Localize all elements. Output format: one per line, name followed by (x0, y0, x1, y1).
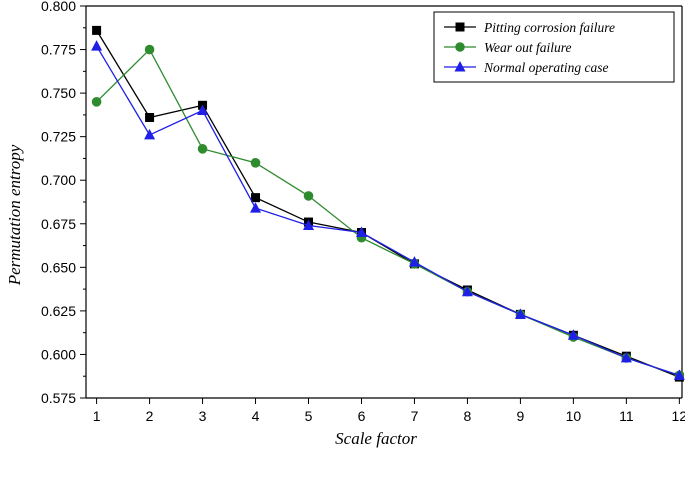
y-tick-label: 0.800 (41, 0, 76, 14)
x-axis-label: Scale factor (335, 429, 417, 448)
x-tick-label: 9 (517, 408, 525, 424)
legend-marker (455, 22, 465, 32)
data-point (514, 308, 526, 319)
data-point (408, 256, 420, 267)
legend-label: Wear out failure (484, 40, 572, 55)
x-tick-label: 5 (305, 408, 313, 424)
legend-marker (455, 42, 465, 52)
data-point (91, 97, 102, 107)
data-point (250, 202, 262, 213)
y-axis-label: Permutation entropy (5, 144, 24, 286)
data-point (303, 219, 315, 231)
series-3 (91, 40, 685, 380)
x-tick-label: 10 (566, 408, 582, 424)
data-point (673, 369, 685, 380)
y-tick-label: 0.725 (41, 129, 76, 145)
legend-marker (454, 61, 466, 72)
y-tick-label: 0.625 (41, 303, 76, 319)
data-point (197, 144, 208, 154)
series-2 (91, 44, 685, 381)
data-point (144, 44, 155, 55)
x-tick-label: 2 (146, 408, 154, 424)
data-point (303, 191, 314, 201)
y-tick-label: 0.675 (41, 216, 76, 232)
data-point (567, 329, 579, 340)
series-line (96, 45, 680, 376)
x-tick-label: 12 (672, 408, 685, 424)
x-tick-label: 6 (358, 408, 366, 424)
y-tick-label: 0.775 (41, 42, 76, 58)
x-tick-label: 8 (464, 408, 472, 424)
y-tick-label: 0.575 (41, 390, 76, 406)
series-layer (91, 25, 685, 382)
data-point (355, 226, 367, 237)
data-point (145, 113, 155, 123)
data-point (197, 104, 209, 116)
x-tick-label: 3 (199, 408, 207, 424)
data-point (461, 285, 473, 297)
legend-label: Pitting corrosion failure (483, 20, 615, 35)
x-tick-label: 11 (619, 408, 634, 424)
data-point (91, 40, 103, 51)
data-point (620, 351, 632, 363)
data-point (144, 128, 156, 140)
legend-item: Wear out failure (444, 40, 572, 55)
series-line (96, 48, 680, 376)
data-point (92, 25, 102, 35)
x-tick-label: 4 (252, 408, 260, 424)
x-tick-label: 7 (411, 408, 419, 424)
legend-item: Normal operating case (444, 60, 609, 75)
y-tick-label: 0.600 (41, 346, 76, 362)
x-tick-label: 1 (93, 408, 101, 424)
legend-item: Pitting corrosion failure (444, 20, 615, 35)
data-point (250, 158, 261, 168)
axes: 0.575 0.600 0.625 0.650 0.675 0.700 0.725 0.750… (41, 0, 685, 424)
y-tick-label: 0.750 (41, 85, 76, 101)
legend: Pitting corrosion failure Wear out failur… (433, 11, 675, 83)
y-tick-label: 0.700 (41, 172, 76, 188)
legend-label: Normal operating case (483, 60, 609, 75)
data-point (251, 193, 261, 203)
y-tick-label: 0.650 (41, 259, 76, 275)
